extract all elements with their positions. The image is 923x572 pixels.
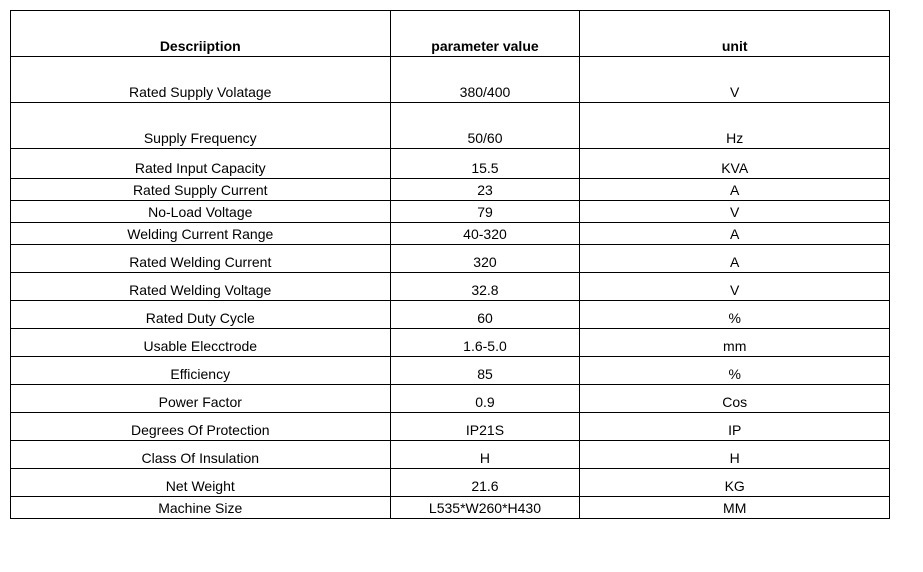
cell-value: L535*W260*H430 [390,497,580,519]
cell-description: Power Factor [11,385,391,413]
cell-unit: V [580,201,890,223]
cell-description: Rated Supply Volatage [11,57,391,103]
cell-value: 21.6 [390,469,580,497]
cell-unit: IP [580,413,890,441]
cell-unit: % [580,357,890,385]
cell-value: 60 [390,301,580,329]
cell-description: No-Load Voltage [11,201,391,223]
table-row: Rated Welding Voltage 32.8 V [11,273,890,301]
cell-description: Degrees Of Protection [11,413,391,441]
header-unit: unit [580,11,890,57]
cell-value: 1.6-5.0 [390,329,580,357]
header-parameter-value: parameter value [390,11,580,57]
cell-value: IP21S [390,413,580,441]
cell-description: Efficiency [11,357,391,385]
table-row: Rated Input Capacity 15.5 KVA [11,149,890,179]
cell-value: 380/400 [390,57,580,103]
table-row: Efficiency 85 % [11,357,890,385]
cell-description: Machine Size [11,497,391,519]
cell-unit: % [580,301,890,329]
cell-description: Supply Frequency [11,103,391,149]
cell-unit: KG [580,469,890,497]
cell-description: Rated Input Capacity [11,149,391,179]
cell-value: 85 [390,357,580,385]
table-row: Supply Frequency 50/60 Hz [11,103,890,149]
cell-unit: Cos [580,385,890,413]
cell-description: Rated Supply Current [11,179,391,201]
header-description: Descriiption [11,11,391,57]
cell-unit: mm [580,329,890,357]
cell-description: Class Of Insulation [11,441,391,469]
table-row: Rated Welding Current 320 A [11,245,890,273]
cell-value: 320 [390,245,580,273]
cell-description: Welding Current Range [11,223,391,245]
table-row: Rated Supply Volatage 380/400 V [11,57,890,103]
spec-table: Descriiption parameter value unit Rated … [10,10,890,519]
cell-value: 50/60 [390,103,580,149]
cell-description: Net Weight [11,469,391,497]
table-row: No-Load Voltage 79 V [11,201,890,223]
table-row: Rated Duty Cycle 60 % [11,301,890,329]
table-row: Degrees Of Protection IP21S IP [11,413,890,441]
cell-unit: A [580,245,890,273]
cell-unit: A [580,179,890,201]
cell-description: Rated Duty Cycle [11,301,391,329]
table-body: Rated Supply Volatage 380/400 V Supply F… [11,57,890,519]
table-row: Power Factor 0.9 Cos [11,385,890,413]
cell-description: Usable Elecctrode [11,329,391,357]
cell-value: 79 [390,201,580,223]
table-row: Rated Supply Current 23 A [11,179,890,201]
cell-unit: V [580,57,890,103]
cell-unit: A [580,223,890,245]
cell-value: 0.9 [390,385,580,413]
cell-value: 23 [390,179,580,201]
table-row: Welding Current Range 40-320 A [11,223,890,245]
table-header-row: Descriiption parameter value unit [11,11,890,57]
table-row: Usable Elecctrode 1.6-5.0 mm [11,329,890,357]
cell-value: 15.5 [390,149,580,179]
table-row: Class Of Insulation H H [11,441,890,469]
cell-unit: Hz [580,103,890,149]
table-row: Machine Size L535*W260*H430 MM [11,497,890,519]
cell-unit: H [580,441,890,469]
cell-description: Rated Welding Current [11,245,391,273]
cell-value: H [390,441,580,469]
cell-unit: V [580,273,890,301]
cell-value: 32.8 [390,273,580,301]
cell-description: Rated Welding Voltage [11,273,391,301]
cell-unit: KVA [580,149,890,179]
cell-unit: MM [580,497,890,519]
cell-value: 40-320 [390,223,580,245]
table-row: Net Weight 21.6 KG [11,469,890,497]
